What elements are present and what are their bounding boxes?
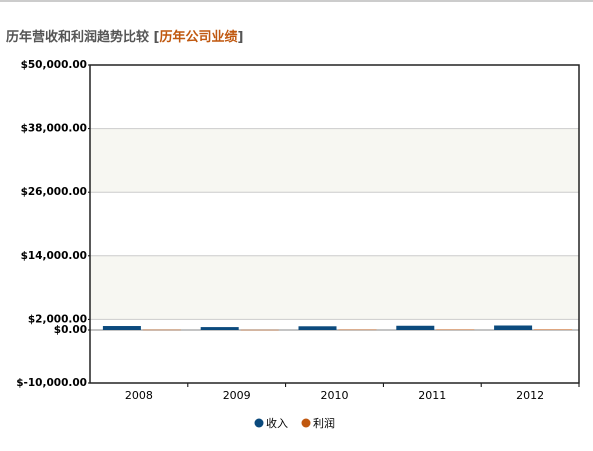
bar <box>338 329 377 331</box>
grid-band <box>90 128 579 193</box>
bar <box>396 325 435 330</box>
bar <box>534 329 573 330</box>
bar <box>200 327 239 330</box>
y-tick-label: $0.00 <box>54 324 87 336</box>
bar <box>240 329 279 331</box>
grid-band <box>90 255 579 320</box>
plot-frame <box>89 64 580 384</box>
bar <box>494 325 533 330</box>
x-tick-label: 2012 <box>516 389 544 402</box>
x-tick-label: 2011 <box>418 389 446 402</box>
y-tick-label: $14,000.00 <box>21 250 87 262</box>
bar <box>298 326 337 330</box>
title-main: 历年营收和利润趋势比较 <box>6 29 149 45</box>
y-tick-label: $2,000.00 <box>28 313 87 325</box>
legend-swatch <box>301 418 311 428</box>
title-bracket: [ <box>154 30 160 45</box>
y-tick-label: $26,000.00 <box>21 186 87 198</box>
legend-label: 收入 <box>266 416 288 430</box>
bar <box>436 329 475 331</box>
chart-title: 历年营收和利润趋势比较 [历年公司业绩] <box>6 29 243 45</box>
bar <box>142 329 181 331</box>
y-tick-label: $38,000.00 <box>21 123 87 135</box>
x-tick-label: 2008 <box>125 389 153 402</box>
legend-swatch <box>254 418 264 428</box>
legend-label: 利润 <box>313 416 335 430</box>
x-tick-label: 2010 <box>321 389 349 402</box>
y-tick-label: $-10,000.00 <box>16 377 87 389</box>
bar <box>102 326 141 330</box>
y-tick-label: $50,000.00 <box>21 59 87 71</box>
title-bracket: ] <box>238 30 244 45</box>
title-link[interactable]: 历年公司业绩 <box>160 29 238 45</box>
x-tick-label: 2009 <box>223 389 251 402</box>
